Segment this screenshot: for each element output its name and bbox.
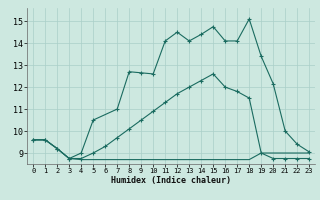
- X-axis label: Humidex (Indice chaleur): Humidex (Indice chaleur): [111, 176, 231, 185]
